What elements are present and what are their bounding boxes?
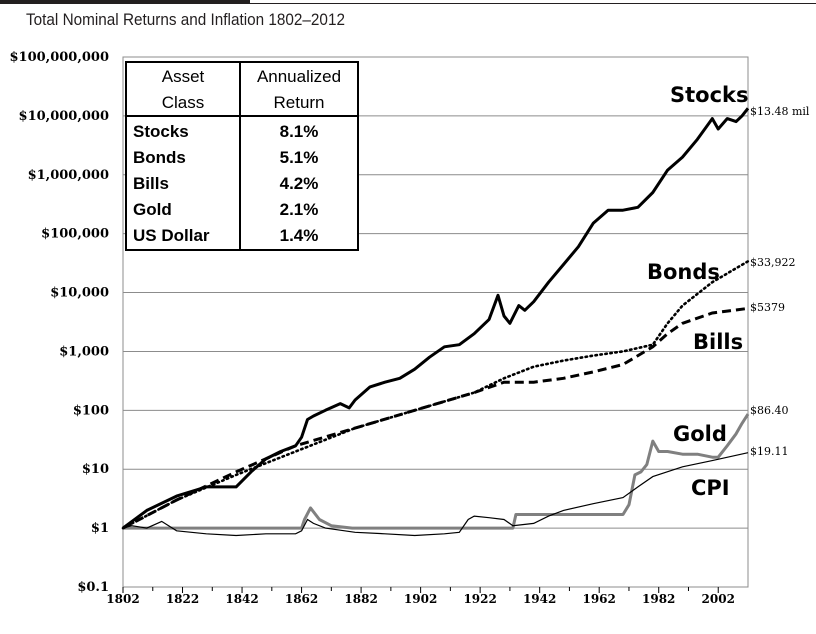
y-tick-label: $100 [73, 403, 109, 418]
table-cell-return: 1.4% [280, 226, 319, 245]
table-cell-return: 2.1% [280, 200, 319, 219]
series-label-bills: Bills [693, 330, 743, 354]
end-label-cpi: $19.11 [750, 445, 789, 458]
series-label-cpi: CPI [691, 476, 730, 500]
x-tick-label: 1842 [225, 592, 258, 606]
y-tick-label: $1,000,000 [28, 168, 109, 183]
y-tick-label: $100,000 [41, 227, 109, 242]
series-line-gold [123, 413, 750, 530]
x-tick-label: 1822 [166, 592, 199, 606]
end-label-bills: $5379 [750, 301, 785, 314]
y-tick-label: $1,000 [59, 344, 109, 359]
x-tick-label: 1982 [642, 592, 675, 606]
table-cell-asset: Stocks [133, 122, 189, 141]
series-label-bonds: Bonds [647, 260, 720, 284]
series-line-cpi [122, 452, 749, 537]
x-tick-label: 1902 [404, 592, 437, 606]
end-label-gold: $86.40 [750, 404, 789, 417]
x-tick-label: 1882 [344, 592, 377, 606]
x-tick-label: 1962 [582, 592, 615, 606]
table-cell-asset: Bonds [133, 148, 186, 167]
y-tick-label: $10 [82, 462, 109, 477]
x-tick-label: 1802 [106, 592, 139, 606]
table-header-asset-2: Class [162, 93, 205, 112]
series-label-stocks: Stocks [670, 83, 749, 107]
y-tick-label: $1 [91, 521, 109, 536]
table-header-return-1: Annualized [257, 67, 341, 86]
caption-rule-line [250, 3, 816, 4]
table-cell-return: 4.2% [280, 174, 319, 193]
series-line-bonds [121, 259, 750, 530]
x-tick-label: 2002 [702, 592, 735, 606]
y-tick-label: $100,000,000 [9, 50, 109, 65]
caption-rule [0, 0, 250, 4]
chart-caption: Total Nominal Returns and Inflation 1802… [26, 10, 345, 29]
table-header-asset-1: Asset [162, 67, 205, 86]
table-border [125, 61, 359, 251]
table-cell-asset: Bills [133, 174, 169, 193]
x-tick-label: 1942 [523, 592, 556, 606]
y-tick-label: $0.1 [77, 580, 109, 595]
table-cell-return: 5.1% [280, 148, 319, 167]
x-tick-label: 1862 [285, 592, 318, 606]
series-label-gold: Gold [673, 422, 727, 446]
series-line-stocks [122, 107, 750, 530]
table-cell-asset: US Dollar [133, 226, 210, 245]
end-label-stocks: $13.48 mil [750, 105, 810, 118]
x-tick-label: 1922 [463, 592, 496, 606]
y-tick-label: $10,000 [50, 286, 109, 301]
table-cell-asset: Gold [133, 200, 172, 219]
y-tick-label: $10,000,000 [19, 109, 109, 124]
table-header-return-2: Return [273, 93, 324, 112]
table-cell-return: 8.1% [280, 122, 319, 141]
end-label-bonds: $33,922 [750, 256, 796, 269]
